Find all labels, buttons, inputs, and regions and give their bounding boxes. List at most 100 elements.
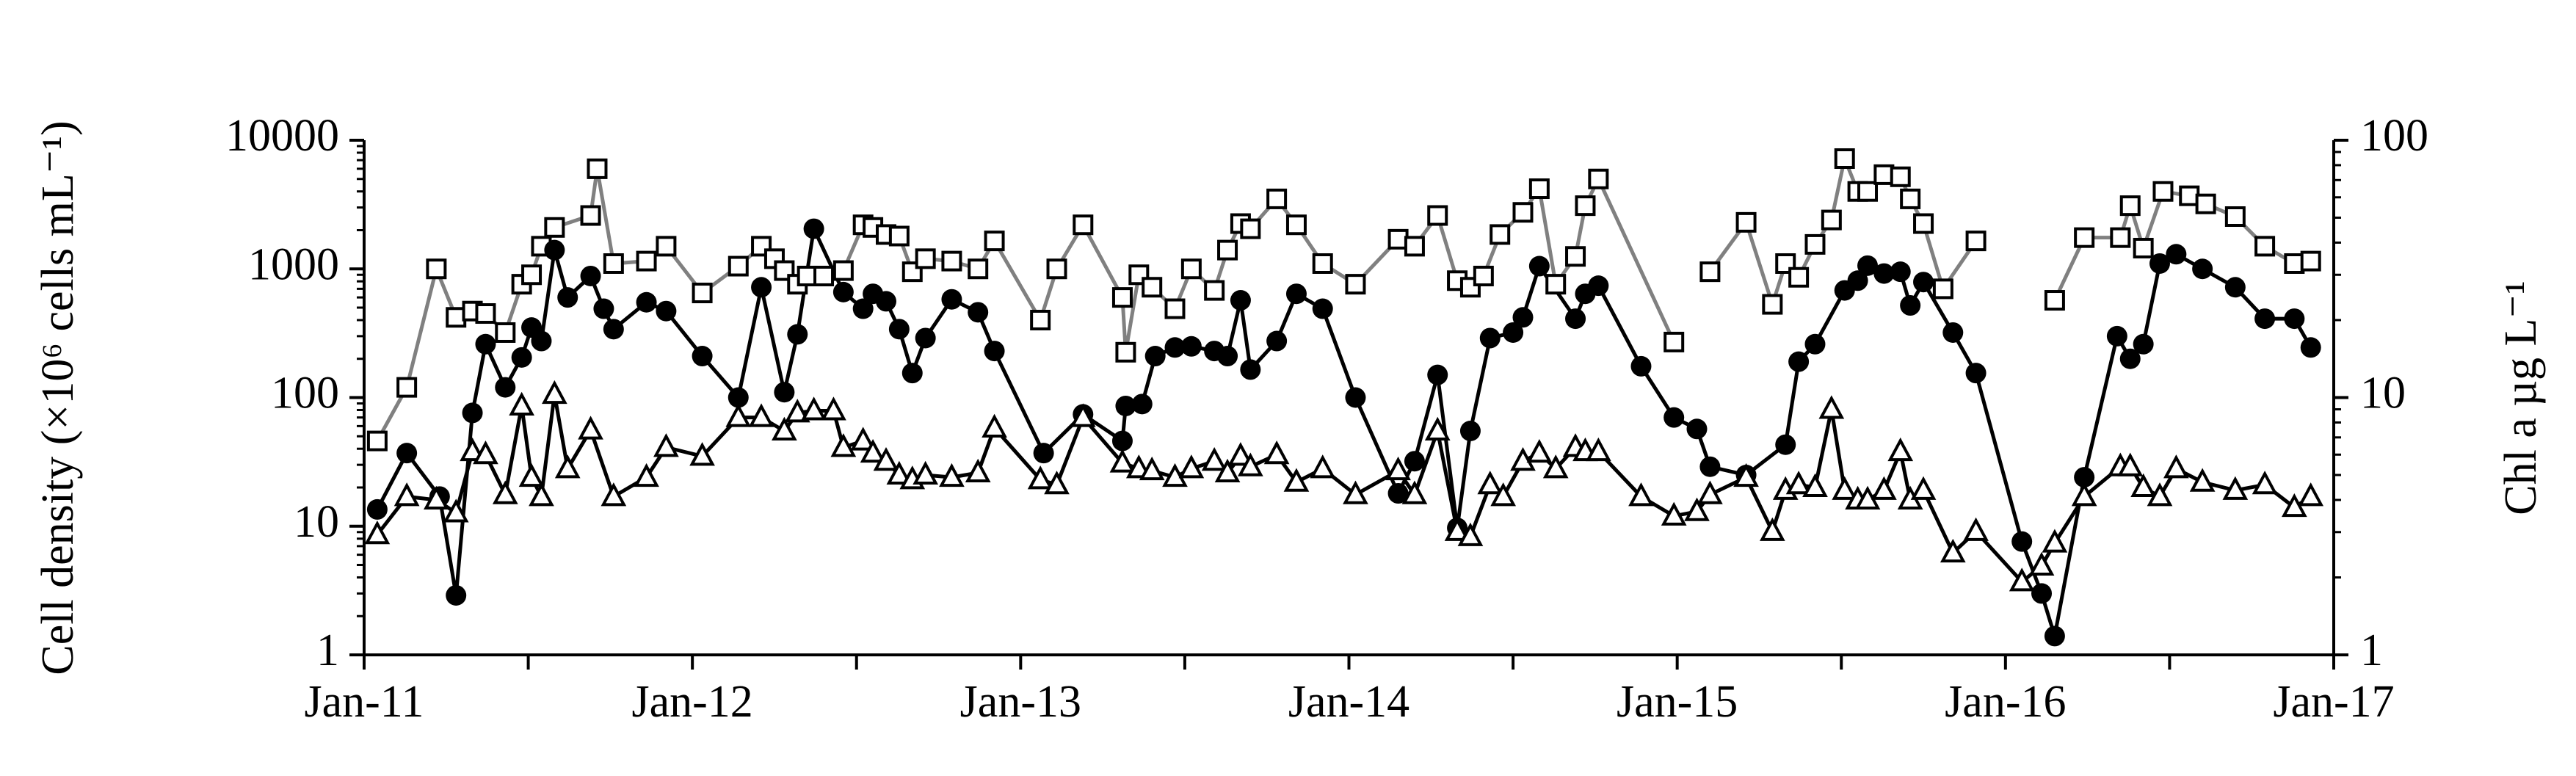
circle-marker	[1033, 443, 1054, 464]
square-marker	[1735, 211, 1757, 233]
circle-marker	[984, 341, 1005, 362]
circle-marker	[1699, 456, 1721, 477]
square-marker	[2224, 206, 2246, 228]
triangle-marker	[772, 416, 797, 441]
square-marker	[495, 322, 516, 343]
circle-marker	[1528, 255, 1550, 277]
triangle-marker	[873, 447, 899, 471]
triangle-marker	[443, 498, 469, 523]
square-marker	[2284, 253, 2305, 274]
square-marker	[656, 236, 677, 257]
triangle-marker	[601, 482, 627, 507]
triangle-marker	[2117, 452, 2144, 476]
triangle-marker	[2130, 473, 2156, 497]
square-marker	[1699, 261, 1721, 283]
circle-marker	[915, 327, 936, 349]
square-marker	[1115, 341, 1136, 363]
square-marker	[1128, 264, 1150, 286]
triangle-marker	[725, 403, 752, 427]
square-marker	[797, 265, 818, 286]
triangle-marker	[821, 396, 846, 421]
y2-tick-label: 100	[2360, 111, 2428, 161]
triangle-marker	[2028, 551, 2055, 576]
circle-marker	[1230, 290, 1251, 311]
triangle-marker	[1963, 517, 1989, 541]
square-marker	[2044, 290, 2065, 311]
triangle-marker	[939, 463, 965, 487]
circle-marker	[2254, 308, 2276, 330]
circle-marker	[774, 382, 795, 403]
circle-marker	[901, 363, 923, 384]
triangle-marker	[393, 482, 420, 507]
triangle-marker	[1401, 480, 1428, 504]
triangle-marker	[2163, 454, 2189, 479]
triangle-marker	[1201, 447, 1227, 471]
circle-marker	[1913, 272, 1934, 293]
square-marker	[1404, 236, 1425, 257]
triangle-marker	[1684, 497, 1710, 521]
triangle-marker	[1759, 517, 1785, 541]
triangle-marker	[850, 427, 877, 451]
circle-marker	[2106, 325, 2127, 347]
circle-marker	[2149, 253, 2171, 274]
triangle-marker	[364, 521, 391, 545]
square-marker	[521, 264, 543, 286]
triangle-marker	[1818, 395, 1845, 419]
square-marker	[1788, 266, 1810, 288]
circle-marker	[2284, 308, 2305, 330]
square-marker	[1565, 246, 1586, 267]
square-marker	[544, 217, 565, 238]
triangle-marker	[913, 460, 939, 485]
circle-marker	[2166, 244, 2187, 265]
circle-marker	[1965, 363, 1987, 384]
triangle-marker	[1227, 442, 1254, 466]
triangle-marker	[1542, 454, 1569, 479]
triangle-marker	[1490, 482, 1517, 507]
circle-marker	[751, 277, 772, 298]
triangle-marker	[801, 396, 827, 421]
triangle-marker	[1910, 476, 1937, 500]
triangle-marker	[460, 437, 485, 462]
triangle-marker	[748, 403, 774, 427]
triangle-marker	[1832, 476, 1858, 500]
triangle-marker	[2042, 529, 2068, 553]
circle-marker	[1873, 263, 1895, 284]
x-tick-label: Jan-12	[632, 677, 753, 727]
circle-marker	[2044, 625, 2065, 647]
square-marker	[2300, 250, 2321, 272]
circle-marker	[1312, 298, 1333, 319]
triangle-marker	[1871, 476, 1897, 500]
y-tick-label: 10000	[225, 111, 339, 161]
circle-marker	[941, 289, 962, 310]
triangle-marker	[1044, 471, 1070, 495]
square-marker	[2254, 236, 2276, 257]
circle-marker	[1387, 483, 1409, 504]
square-marker	[1473, 265, 1494, 286]
circle-marker	[603, 319, 624, 340]
circle-marker	[495, 377, 516, 398]
circle-marker	[1663, 407, 1685, 428]
circle-marker	[1479, 327, 1501, 349]
x-tick-label: Jan-15	[1617, 677, 1738, 727]
circle-marker	[1686, 418, 1708, 440]
triangle-marker	[1785, 471, 1812, 495]
circle-marker	[1285, 283, 1307, 305]
triangle-marker	[529, 482, 554, 507]
circle-marker	[1503, 322, 1524, 343]
triangle-marker	[1444, 517, 1470, 541]
circle-marker	[888, 319, 910, 340]
square-marker	[1164, 298, 1186, 319]
triangle-marker	[2009, 568, 2035, 592]
circle-marker	[1900, 295, 1921, 316]
circle-marker	[1111, 430, 1133, 452]
circle-marker	[1630, 355, 1652, 377]
circle-marker	[1804, 333, 1826, 355]
square-marker	[1588, 168, 1609, 189]
square-marker	[2074, 227, 2095, 248]
circle-marker	[968, 302, 989, 323]
circle-marker	[692, 346, 713, 367]
circle-marker	[1512, 307, 1534, 328]
triangle-marker	[1697, 480, 1723, 504]
square-marker	[915, 248, 936, 269]
